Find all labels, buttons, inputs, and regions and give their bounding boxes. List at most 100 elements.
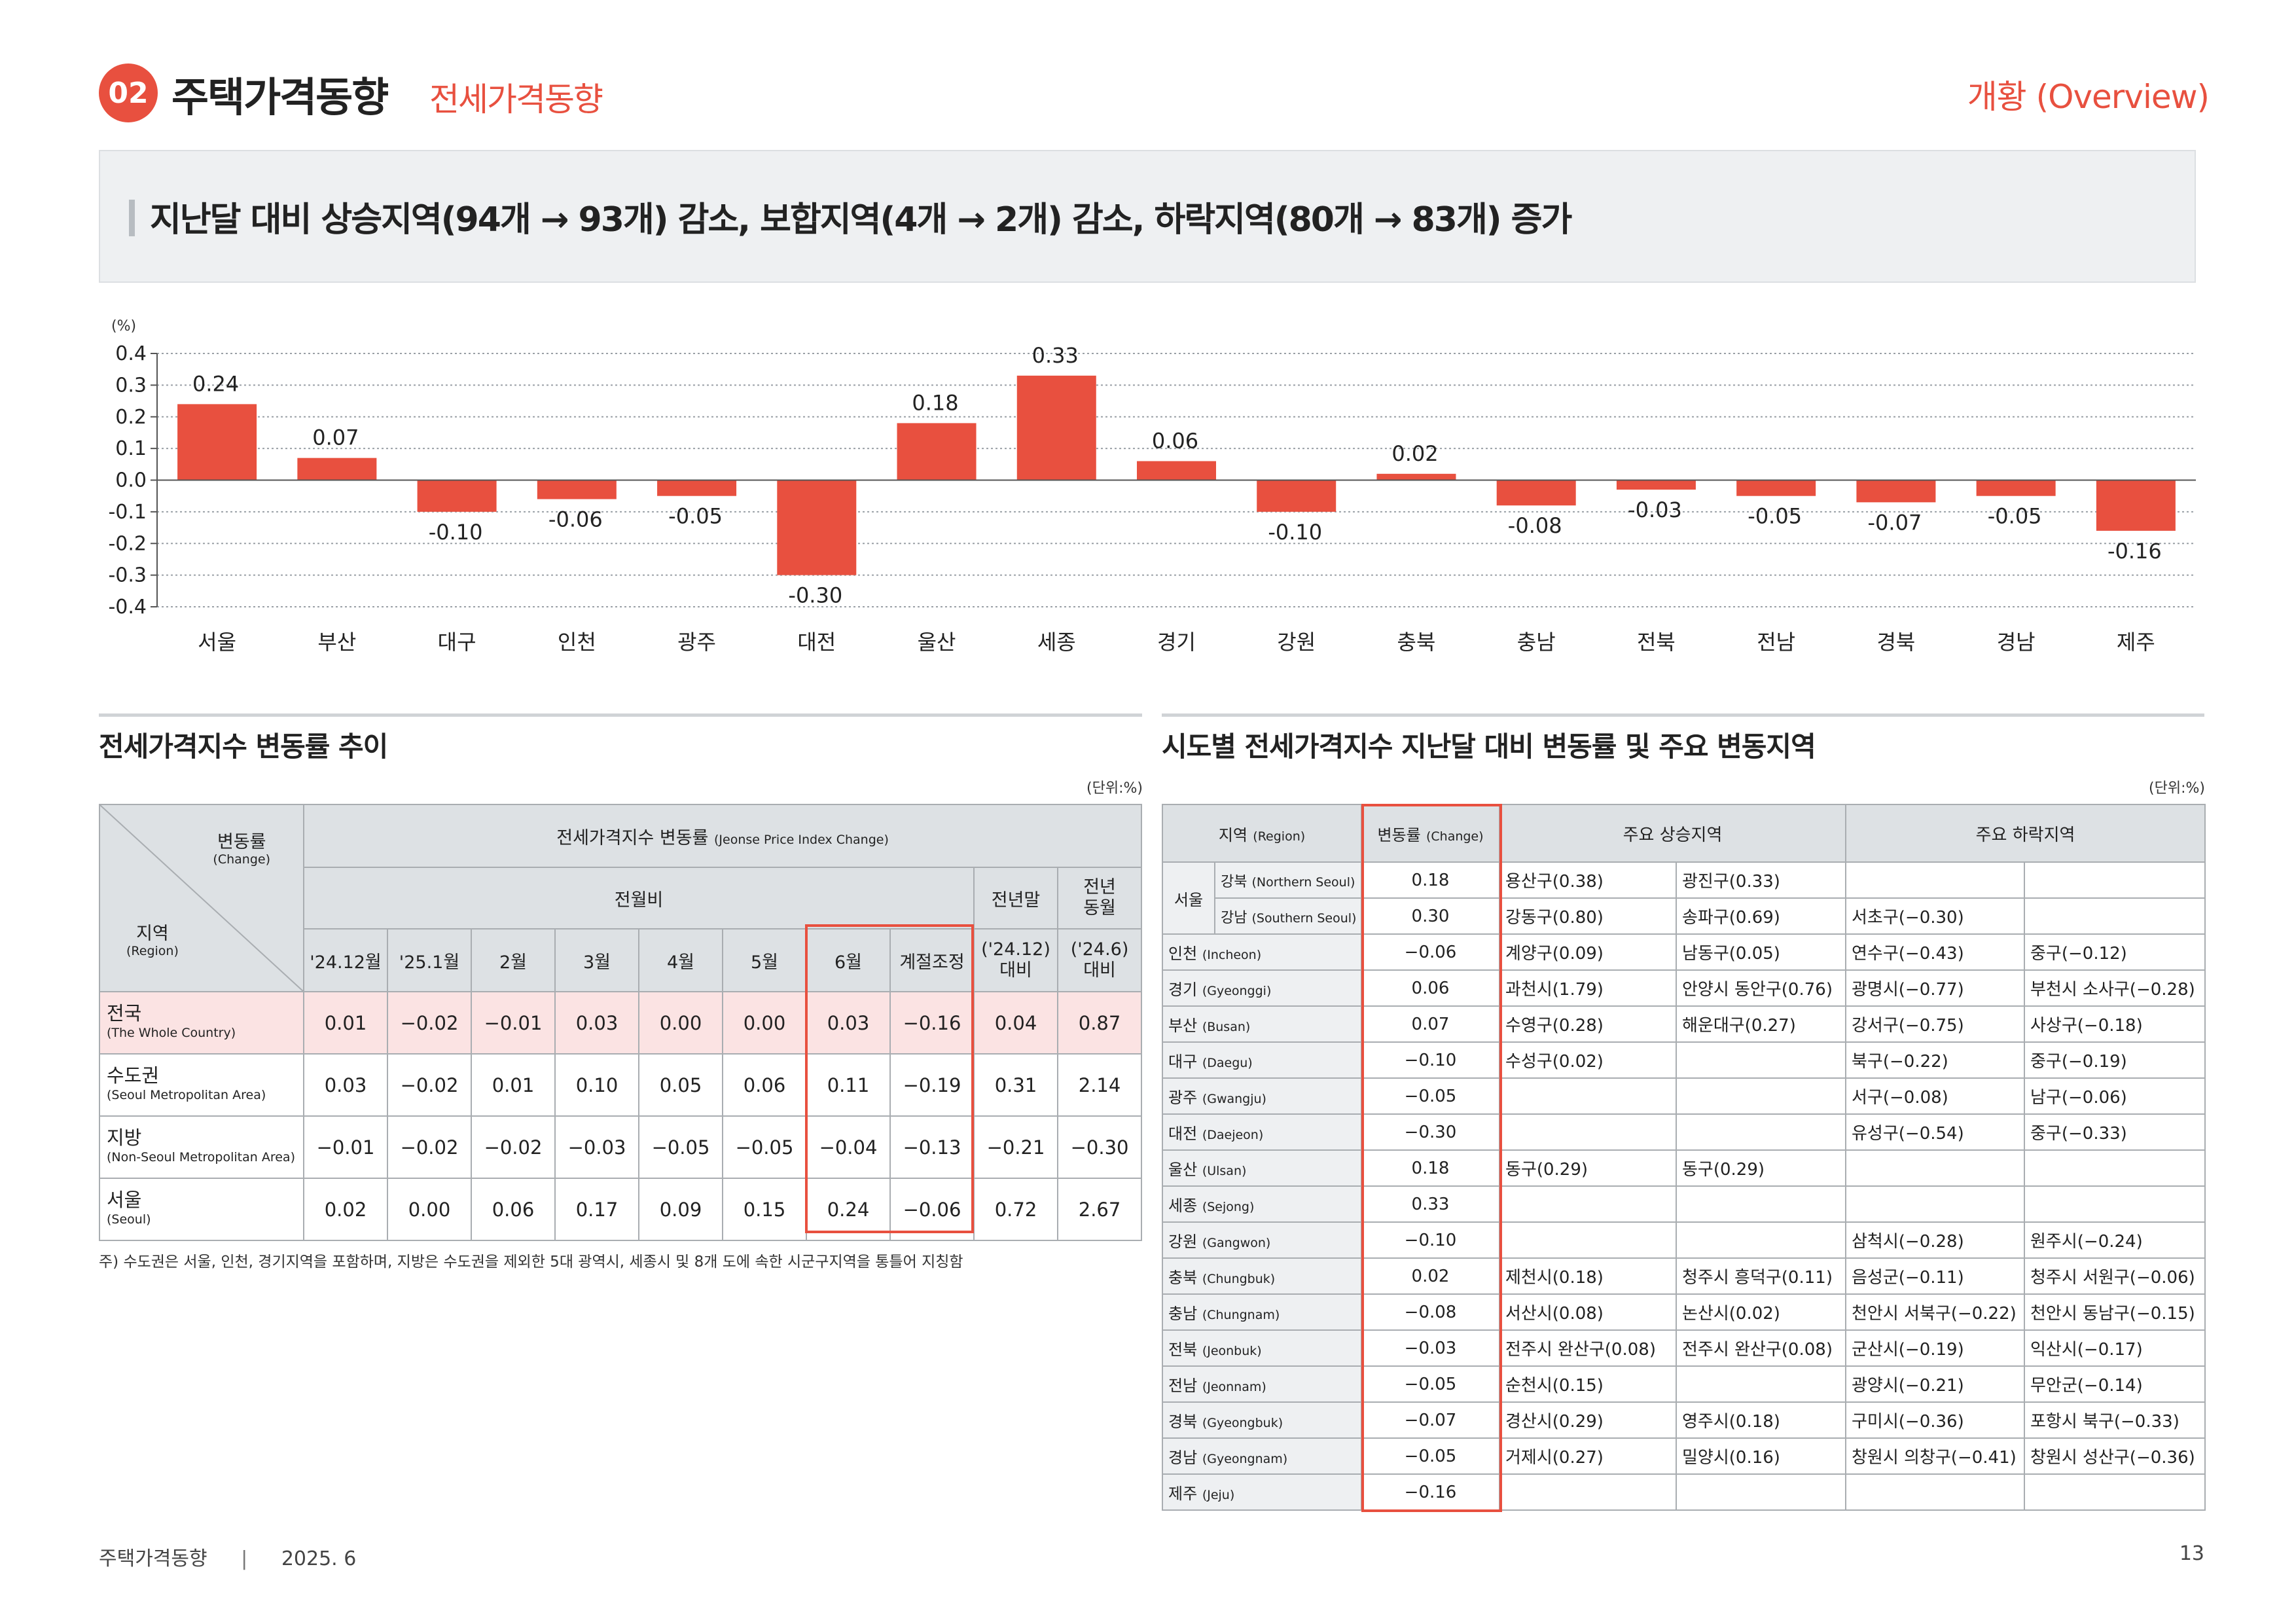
table-cell: −0.04 bbox=[806, 1115, 891, 1179]
table-cell: −0.02 bbox=[471, 1115, 556, 1179]
falling-area: 광명시(−0.77) bbox=[1845, 969, 2026, 1007]
table-row: 부산 (Busan) 0.07 수영구(0.28) 해운대구(0.27) 강서구(−0.… bbox=[1162, 1005, 2206, 1043]
region-name: 강북 bbox=[1221, 873, 1247, 890]
y-tick-label: -0.2 bbox=[108, 532, 147, 555]
row-region: 강원 (Gangwon) bbox=[1162, 1221, 1362, 1259]
row-region: 대전 (Daejeon) bbox=[1162, 1113, 1362, 1151]
table-cell: 0.15 bbox=[722, 1178, 807, 1241]
right-unit-label: (단위:%) bbox=[2149, 780, 2205, 797]
table-cell: −0.05 bbox=[638, 1115, 723, 1179]
falling-area: 사상구(−0.18) bbox=[2024, 1005, 2206, 1043]
falling-area: 삼척시(−0.28) bbox=[1845, 1221, 2026, 1259]
region-name: 경남 bbox=[1168, 1449, 1198, 1467]
category-label: 강원 bbox=[1277, 630, 1316, 655]
falling-area: 익산시(−0.17) bbox=[2024, 1329, 2206, 1367]
region-name-en: (Incheon) bbox=[1202, 948, 1262, 962]
table-cell: 0.24 bbox=[806, 1178, 891, 1241]
change-value: −0.10 bbox=[1361, 1041, 1500, 1079]
region-name-en: (Jeju) bbox=[1202, 1488, 1235, 1502]
y-tick-label: 0.1 bbox=[115, 437, 147, 460]
falling-area bbox=[2024, 861, 2206, 899]
table-cell: 2.14 bbox=[1056, 1053, 1143, 1117]
corner-diagonal bbox=[100, 805, 304, 992]
falling-area bbox=[1845, 1473, 2026, 1511]
summary-box: 지난달 대비 상승지역(94개 → 93개) 감소, 보합지역(4개 → 2개)… bbox=[99, 150, 2196, 283]
table-cell: 0.72 bbox=[973, 1178, 1058, 1241]
rising-area: 남동구(0.05) bbox=[1675, 933, 1847, 971]
table-row: 전북 (Jeonbuk) −0.03 전주시 완산구(0.08) 전주시 완산구(0.… bbox=[1162, 1329, 2206, 1367]
table-row: 전국 (The Whole Country) 0.01 −0.02 −0.01 0.03 0… bbox=[99, 991, 1143, 1055]
falling-area bbox=[2024, 897, 2206, 935]
region-name: 전북 bbox=[1168, 1341, 1198, 1359]
category-label: 부산 bbox=[317, 630, 356, 655]
change-value: −0.07 bbox=[1361, 1401, 1500, 1439]
falling-area bbox=[1845, 1149, 2026, 1187]
category-label: 충북 bbox=[1397, 630, 1436, 655]
bar-value-label: 0.07 bbox=[312, 425, 359, 450]
region-name: 부산 bbox=[1168, 1017, 1198, 1035]
falling-area: 음성군(−0.11) bbox=[1845, 1257, 2026, 1295]
col-header: 4월 bbox=[638, 928, 723, 992]
falling-area: 천안시 서북구(−0.22) bbox=[1845, 1293, 2026, 1331]
overview-label: 개황 (Overview) bbox=[1967, 78, 2210, 116]
group-header-en: (Jeonse Price Index Change) bbox=[713, 832, 889, 847]
region-header: 지역 (Region) bbox=[1162, 804, 1362, 863]
bar-value-label: -0.06 bbox=[548, 507, 603, 532]
category-label: 경기 bbox=[1157, 630, 1196, 655]
rising-area: 청주시 흥덕구(0.11) bbox=[1675, 1257, 1847, 1295]
falling-area: 서초구(−0.30) bbox=[1845, 897, 2026, 935]
bar bbox=[1976, 480, 2056, 496]
region-name: 전국 bbox=[107, 1001, 142, 1024]
table-cell: 0.01 bbox=[303, 991, 388, 1055]
bar-value-label: -0.03 bbox=[1628, 497, 1682, 522]
table-row: 제주 (Jeju) −0.16 bbox=[1162, 1473, 2206, 1511]
table-cell: −0.01 bbox=[471, 991, 556, 1055]
region-name-en: (Sejong) bbox=[1202, 1200, 1255, 1214]
bar bbox=[177, 404, 257, 480]
rising-area bbox=[1675, 1185, 1847, 1223]
y-tick-label: -0.4 bbox=[108, 596, 147, 619]
category-label: 충남 bbox=[1517, 630, 1556, 655]
table-row: 지방 (Non-Seoul Metropolitan Area) −0.01 −0.0… bbox=[99, 1115, 1143, 1179]
table-cell: −0.13 bbox=[889, 1115, 975, 1179]
table-cell: −0.02 bbox=[387, 991, 472, 1055]
seoul-group-label: 서울 bbox=[1162, 861, 1215, 935]
bar bbox=[1616, 480, 1696, 490]
bar bbox=[1496, 480, 1576, 506]
left-unit-label: (단위:%) bbox=[1086, 780, 1143, 797]
change-value: −0.30 bbox=[1361, 1113, 1500, 1151]
bar bbox=[537, 480, 617, 499]
region-name: 울산 bbox=[1168, 1161, 1198, 1179]
bar bbox=[1137, 461, 1216, 480]
falling-area: 포항시 북구(−0.33) bbox=[2024, 1401, 2206, 1439]
row-region: 광주 (Gwangju) bbox=[1162, 1077, 1362, 1115]
table-cell: 0.11 bbox=[806, 1053, 891, 1117]
bar-value-label: -0.05 bbox=[668, 504, 723, 529]
change-value: 0.06 bbox=[1361, 969, 1500, 1007]
bar-value-label: -0.08 bbox=[1508, 513, 1562, 538]
region-name-en: (Ulsan) bbox=[1202, 1164, 1247, 1178]
rising-header: 주요 상승지역 bbox=[1498, 804, 1847, 863]
falling-area: 천안시 동남구(−0.15) bbox=[2024, 1293, 2206, 1331]
table-cell: −0.19 bbox=[889, 1053, 975, 1117]
region-name: 수도권 bbox=[107, 1064, 160, 1087]
table-cell: 0.03 bbox=[806, 991, 891, 1055]
falling-area: 중구(−0.19) bbox=[2024, 1041, 2206, 1079]
page-title: 주택가격동향 bbox=[171, 73, 389, 121]
change-value: −0.03 bbox=[1361, 1329, 1500, 1367]
bar bbox=[297, 458, 377, 480]
table-row: 강남 (Southern Seoul) 0.30 강동구(0.80) 송파구(0.69… bbox=[1162, 897, 2206, 935]
col-header-yoy: ('24.6) 대비 bbox=[1056, 928, 1143, 992]
rising-area bbox=[1499, 1077, 1677, 1115]
rising-area: 안양시 동안구(0.76) bbox=[1675, 969, 1847, 1007]
rising-area: 강동구(0.80) bbox=[1499, 897, 1677, 935]
change-value: 0.33 bbox=[1361, 1185, 1500, 1223]
region-name-en: (Southern Seoul) bbox=[1251, 911, 1357, 926]
right-section-divider bbox=[1162, 713, 2204, 717]
region-name: 대전 bbox=[1168, 1125, 1198, 1143]
region-name-en: (Gangwon) bbox=[1202, 1236, 1271, 1250]
yoy-header: 전년 동월 bbox=[1056, 867, 1143, 929]
falling-area: 서구(−0.08) bbox=[1845, 1077, 2026, 1115]
table-cell: 2.67 bbox=[1056, 1178, 1143, 1241]
region-name-en: (Jeonnam) bbox=[1202, 1380, 1266, 1394]
